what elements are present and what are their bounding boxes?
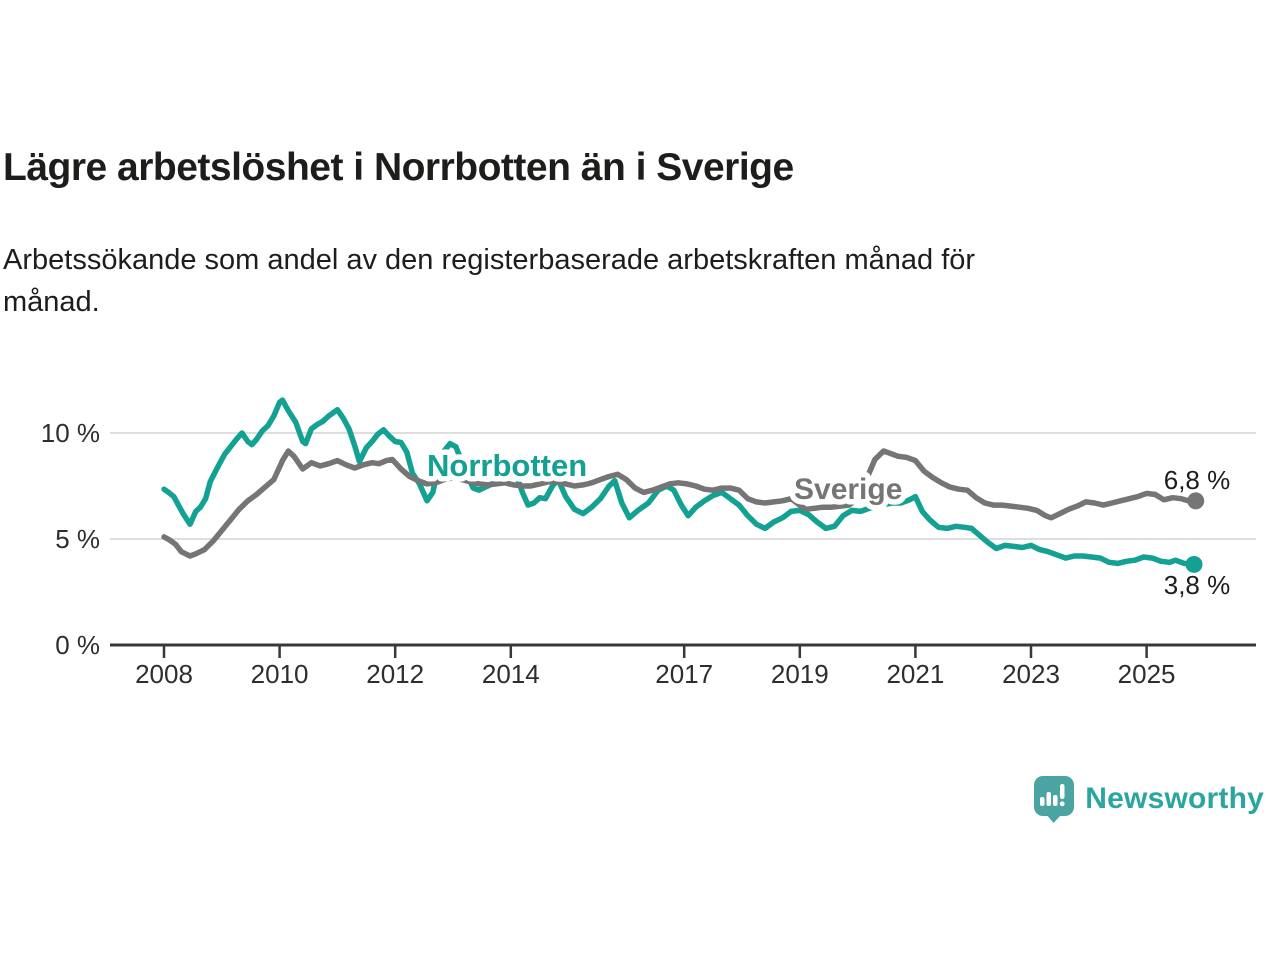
newsworthy-logo: Newsworthy — [1033, 775, 1264, 823]
page-title: Lägre arbetslöshet i Norrbotten än i Sve… — [3, 146, 794, 189]
end-dot-sverige — [1187, 492, 1205, 510]
x-tick-label-2014: 2014 — [482, 659, 540, 689]
y-tick-label-0: 0 % — [55, 630, 100, 660]
x-tick-label-2012: 2012 — [366, 659, 424, 689]
series-line-sverige — [161, 448, 1199, 559]
series-lines — [161, 397, 1199, 568]
exclamation-stem — [1060, 784, 1065, 799]
page-subtitle: Arbetssökande som andel av den registerb… — [3, 244, 976, 318]
exclamation-dot — [1060, 801, 1065, 807]
newsworthy-logo-text: Newsworthy — [1085, 782, 1264, 815]
end-value-label-norrbotten: 3,8 % — [1164, 570, 1231, 600]
x-tick-label-2025: 2025 — [1118, 659, 1176, 689]
end-value-label-sverige: 6,8 % — [1164, 465, 1231, 495]
x-tick-label-2008: 2008 — [135, 659, 193, 689]
axis-tick-labels: 0 % 5 % 10 % 2008 2010 2012 2014 2017 2019 2021 20… — [41, 418, 1176, 689]
y-tick-label-5: 5 % — [55, 524, 100, 554]
y-tick-label-10: 10 % — [41, 418, 100, 448]
newsworthy-logo-icon — [1034, 776, 1075, 823]
x-tick-label-2023: 2023 — [1002, 659, 1060, 689]
series-end-dots — [1185, 492, 1205, 573]
series-line-norrbotten — [161, 397, 1197, 568]
bar-3 — [1053, 795, 1058, 806]
series-inline-labels: Norrbotten Sverige — [422, 443, 908, 512]
series-label-sverige: Sverige — [794, 473, 902, 506]
end-dot-norrbotten — [1185, 555, 1203, 573]
x-tick-label-2021: 2021 — [886, 659, 944, 689]
speech-bubble-tail — [1046, 814, 1063, 823]
series-label-norrbotten: Norrbotten — [427, 448, 587, 483]
x-tick-label-2017: 2017 — [655, 659, 713, 689]
bar-1 — [1040, 797, 1045, 806]
series-end-value-labels: 3,8 % 6,8 % — [1161, 462, 1234, 603]
x-tick-label-2010: 2010 — [251, 659, 309, 689]
x-tick-label-2019: 2019 — [771, 659, 829, 689]
bar-2 — [1046, 792, 1052, 806]
axis-tick-marks — [162, 646, 1148, 658]
